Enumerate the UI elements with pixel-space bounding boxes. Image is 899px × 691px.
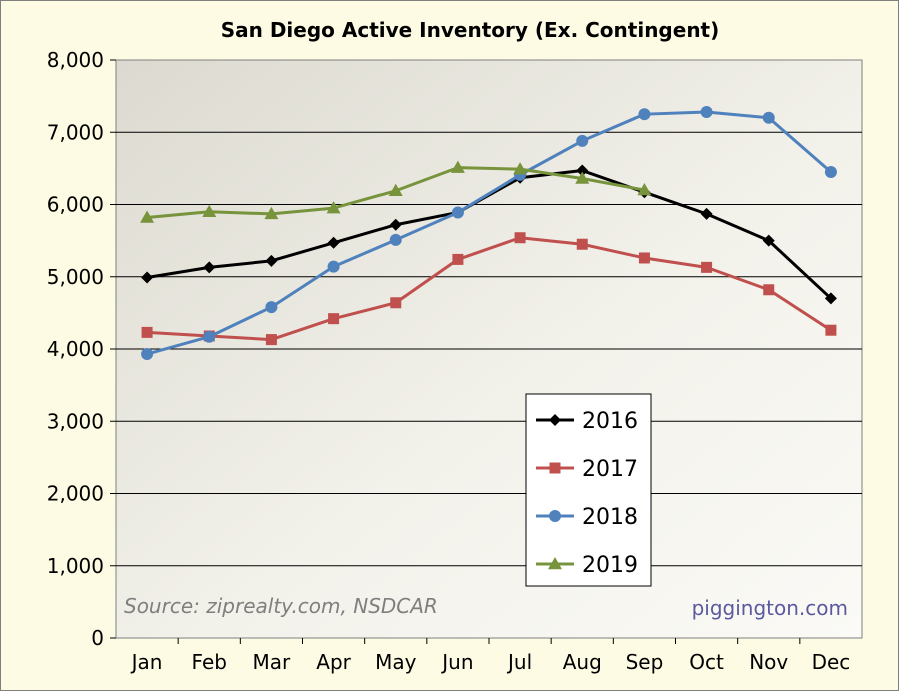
data-point-2018 xyxy=(203,330,216,343)
data-point-2018 xyxy=(576,134,589,147)
x-tick-label: Dec xyxy=(812,650,851,674)
y-tick-label: 4,000 xyxy=(47,337,104,361)
data-point-2017 xyxy=(452,253,464,265)
data-point-2016 xyxy=(141,271,154,284)
data-point-2016 xyxy=(327,236,340,249)
data-point-2019 xyxy=(450,160,465,173)
y-tick-label: 2,000 xyxy=(47,482,104,506)
series-line-2017 xyxy=(146,236,832,342)
data-point-2019 xyxy=(388,183,403,197)
data-point-2017 xyxy=(638,252,650,264)
legend-marker xyxy=(548,557,562,570)
legend-item-2016: 2016 xyxy=(536,409,638,434)
x-tick-label: Apr xyxy=(316,650,351,674)
legend-item-2017: 2017 xyxy=(536,457,638,482)
credit-annotation: piggington.com xyxy=(692,596,848,620)
data-point-2016 xyxy=(700,207,713,220)
data-point-2018 xyxy=(762,111,775,124)
x-tick-label: Oct xyxy=(689,650,724,674)
data-point-2018 xyxy=(265,301,278,314)
y-axis: 0 1,000 2,000 3,000 4,000 5,000 6,000 7,000 8,00… xyxy=(47,48,116,650)
series-line-2018 xyxy=(146,110,832,356)
legend-label: 2017 xyxy=(582,457,638,482)
x-tick-label: May xyxy=(375,650,417,674)
data-point-2018 xyxy=(451,206,464,219)
series-2019 xyxy=(140,160,652,223)
data-point-2017 xyxy=(701,261,713,273)
legend-marker xyxy=(549,462,561,474)
data-point-2019 xyxy=(202,204,217,217)
x-axis: Jan Feb Mar Apr May Jun Jul Aug Sep Oct Nov Dec xyxy=(130,638,851,674)
x-tick-label: Nov xyxy=(749,650,788,674)
data-point-2016 xyxy=(389,218,402,231)
legend-box xyxy=(525,393,652,587)
y-tick-label: 3,000 xyxy=(47,409,104,433)
x-tick-label: Mar xyxy=(253,650,292,674)
data-point-2019 xyxy=(140,210,155,223)
y-tick-label: 5,000 xyxy=(47,265,104,289)
x-tick-label: Jul xyxy=(506,650,532,674)
data-point-2016 xyxy=(824,292,837,305)
data-point-2017 xyxy=(514,232,526,244)
data-point-2017 xyxy=(763,284,775,296)
legend-label: 2019 xyxy=(582,553,638,578)
y-tick-label: 8,000 xyxy=(47,48,104,72)
data-point-2016 xyxy=(576,164,589,177)
legend-label: 2016 xyxy=(582,409,638,434)
legend-item-2018: 2018 xyxy=(536,505,638,530)
data-point-2017 xyxy=(390,297,402,309)
x-tick-label: Feb xyxy=(192,650,227,674)
data-point-2018 xyxy=(700,106,713,119)
data-point-2017 xyxy=(141,326,153,338)
data-point-2018 xyxy=(327,260,340,273)
source-annotation: Source: ziprealty.com, NSDCAR xyxy=(124,594,438,618)
data-point-2019 xyxy=(637,183,652,196)
gridlines xyxy=(116,131,862,567)
data-point-2018 xyxy=(824,165,837,178)
legend: 2016 2017 2018 2019 xyxy=(525,393,652,587)
data-point-2016 xyxy=(265,254,278,267)
x-tick-label: Jan xyxy=(130,650,163,674)
legend-item-2019: 2019 xyxy=(536,553,638,578)
data-point-2016 xyxy=(203,261,216,274)
chart-title: San Diego Active Inventory (Ex. Continge… xyxy=(221,18,720,42)
data-point-2017 xyxy=(328,313,340,325)
legend-marker xyxy=(549,510,561,522)
data-point-2017 xyxy=(265,334,277,346)
legend-label: 2018 xyxy=(582,505,638,530)
series-2018 xyxy=(141,106,837,361)
data-point-2017 xyxy=(825,324,837,336)
data-point-2018 xyxy=(638,108,651,121)
data-point-2016 xyxy=(762,234,775,247)
x-tick-label: Aug xyxy=(563,650,602,674)
data-point-2018 xyxy=(389,233,402,246)
data-point-2019 xyxy=(513,162,528,175)
x-tick-label: Sep xyxy=(626,650,664,674)
data-point-2019 xyxy=(264,206,279,220)
y-tick-label: 0 xyxy=(91,626,104,650)
data-point-2019 xyxy=(326,201,341,214)
data-point-2017 xyxy=(576,238,588,250)
data-point-2019 xyxy=(575,171,590,184)
y-tick-label: 7,000 xyxy=(47,120,104,144)
series-group xyxy=(140,106,837,361)
legend-marker xyxy=(549,414,561,426)
data-point-2018 xyxy=(141,348,154,361)
y-tick-label: 1,000 xyxy=(47,554,104,578)
x-tick-label: Jun xyxy=(440,650,473,674)
y-tick-label: 6,000 xyxy=(47,193,104,217)
